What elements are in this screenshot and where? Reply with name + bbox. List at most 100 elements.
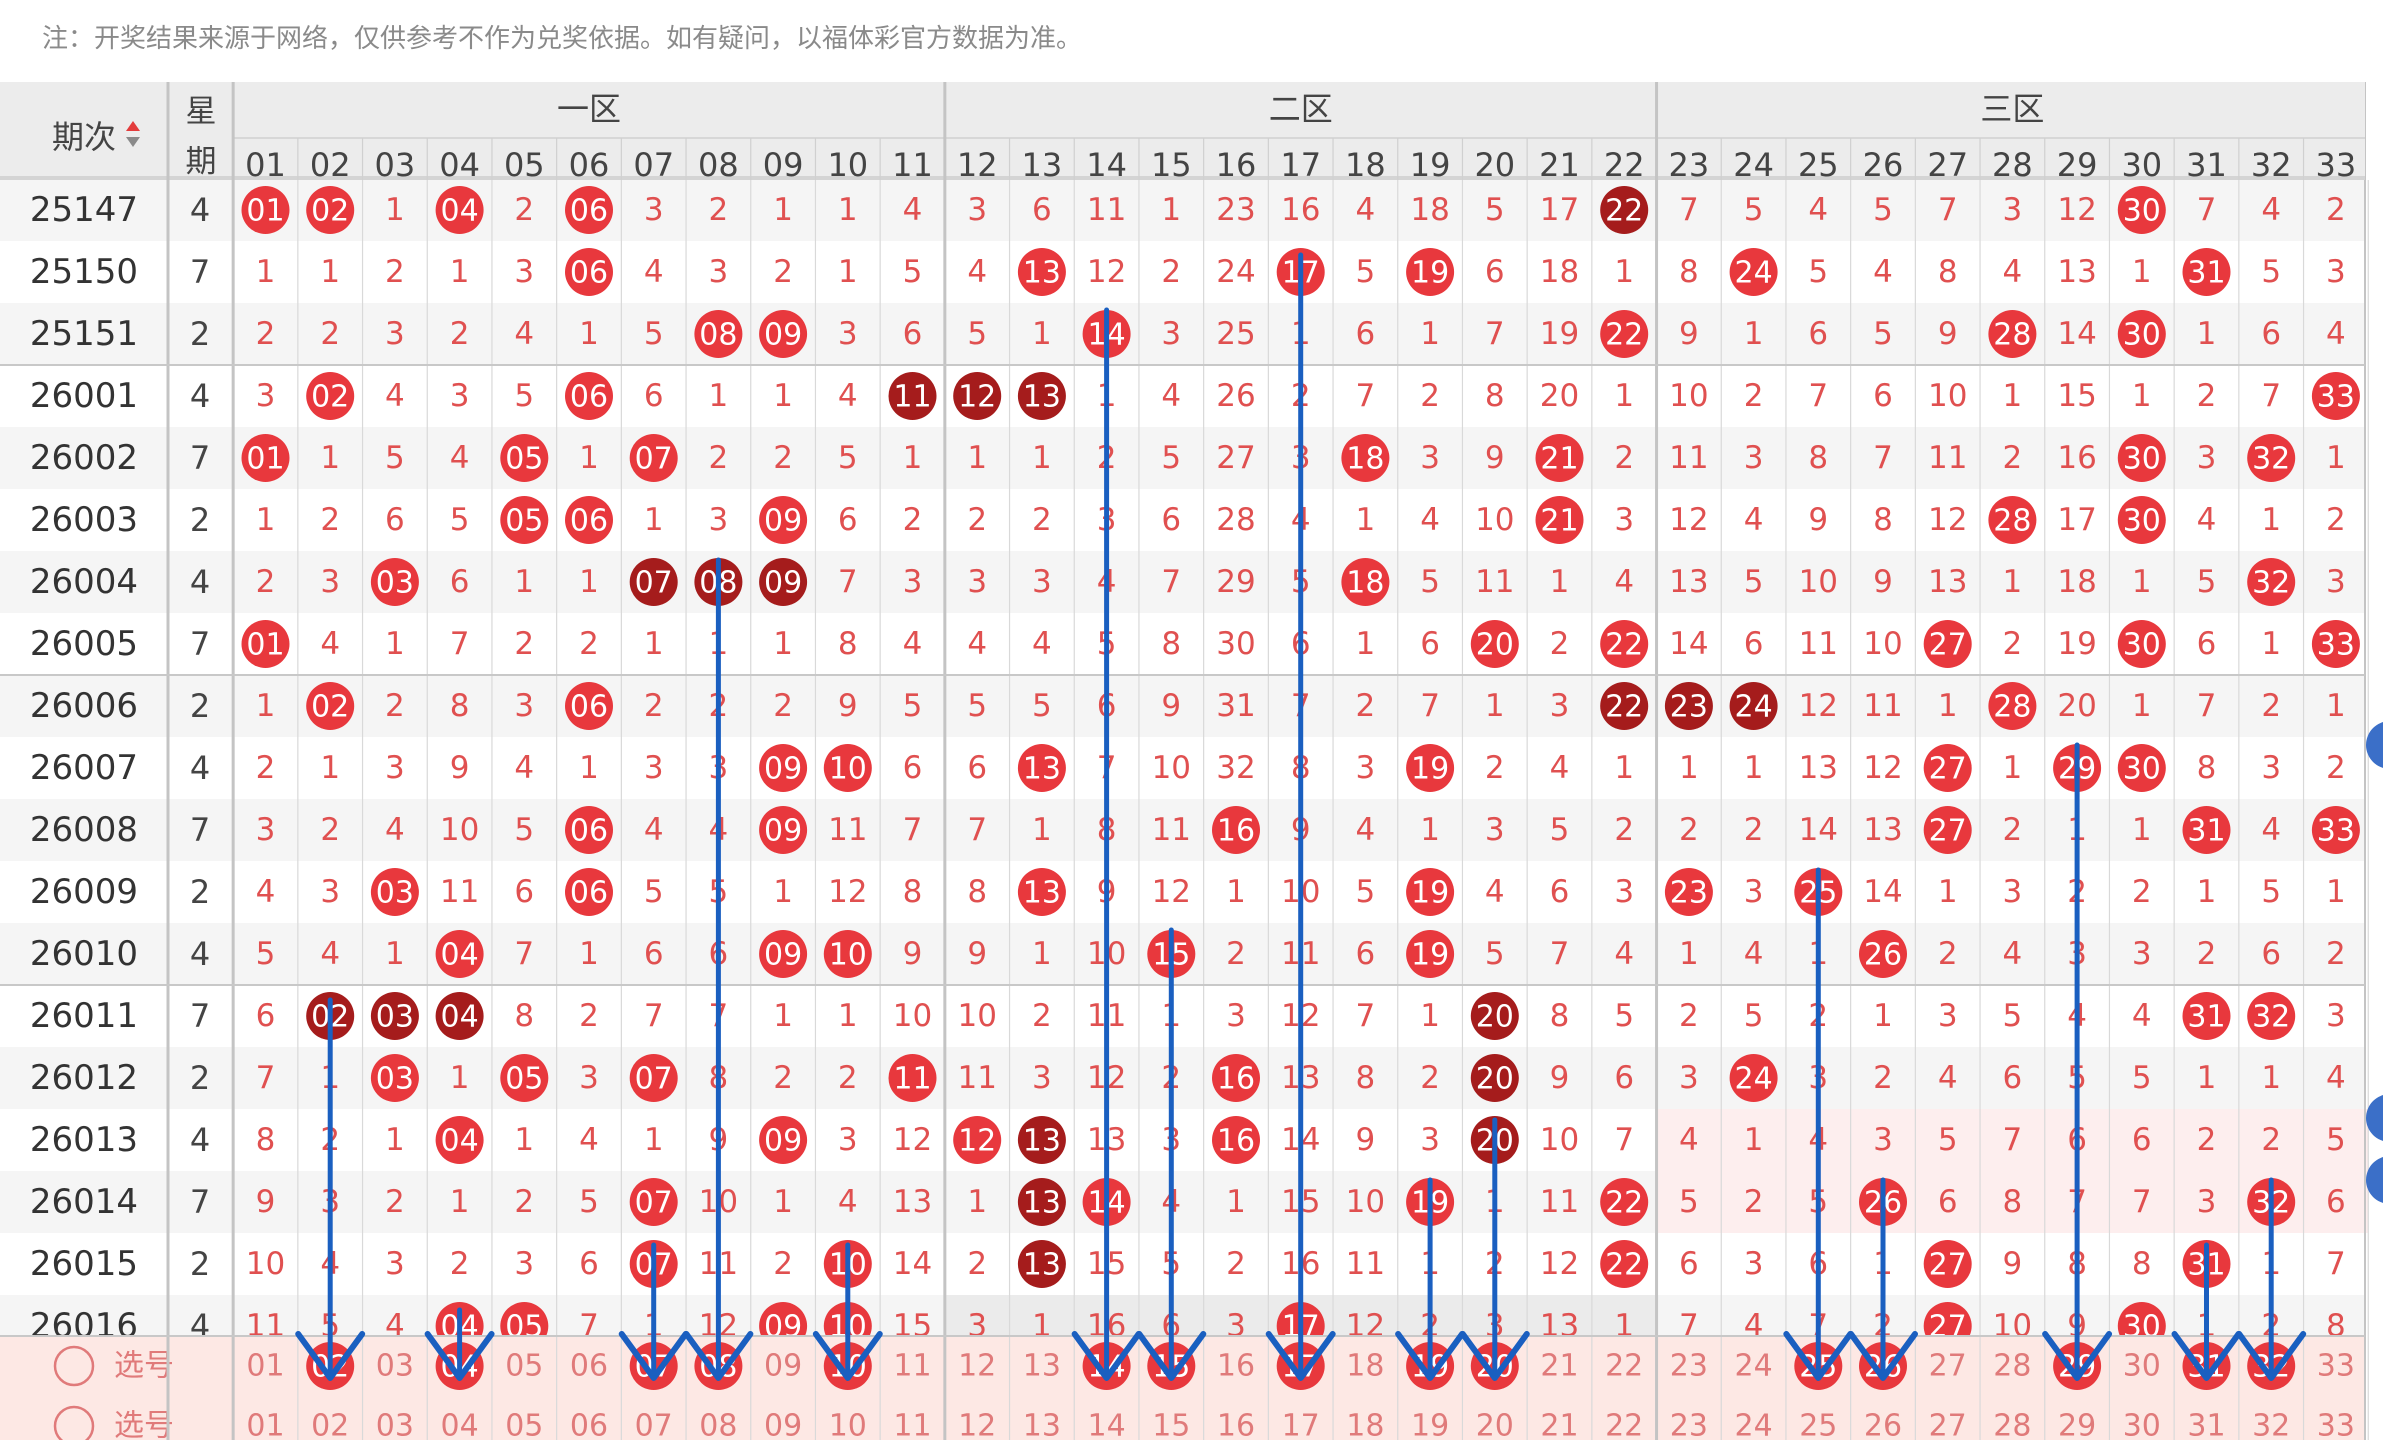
omission-count: 4 [2003,936,2023,972]
sort-up-icon[interactable] [126,121,140,131]
select-number[interactable]: 12 [958,1349,996,1384]
number-column-header: 09 [763,146,804,184]
number-column-header: 11 [892,146,933,184]
select-number[interactable]: 33 [2317,1409,2355,1440]
select-number[interactable]: 13 [1023,1409,1061,1440]
weekday: 7 [190,439,210,477]
omission-count: 2 [256,564,276,600]
omission-count: 14 [1669,626,1708,662]
omission-count: 1 [2003,378,2023,414]
select-number[interactable]: 05 [505,1409,543,1440]
omission-count: 4 [1485,874,1505,910]
select-number[interactable]: 22 [1605,1409,1643,1440]
select-number[interactable]: 08 [699,1409,737,1440]
select-number[interactable]: 28 [1993,1349,2031,1384]
select-number[interactable]: 28 [1993,1409,2031,1440]
omission-count: 3 [385,316,405,352]
sort-icon[interactable] [126,121,140,147]
omission-count: 4 [450,440,470,476]
number-column-header: 10 [827,146,868,184]
select-number[interactable]: 27 [1929,1409,1967,1440]
select-number[interactable]: 11 [893,1409,931,1440]
omission-count: 2 [967,502,987,538]
select-number[interactable]: 23 [1670,1349,1708,1384]
select-number[interactable]: 19 [1411,1409,1449,1440]
select-number[interactable]: 33 [2317,1349,2355,1384]
omission-count: 1 [514,1122,534,1158]
omission-count: 2 [1226,936,1246,972]
select-number[interactable]: 12 [958,1409,996,1440]
select-number[interactable]: 17 [1282,1409,1320,1440]
select-number[interactable]: 09 [764,1409,802,1440]
omission-count: 9 [1485,440,1505,476]
select-number[interactable]: 03 [376,1349,414,1384]
select-number[interactable]: 06 [570,1349,608,1384]
select-number[interactable]: 31 [2187,1409,2225,1440]
select-number[interactable]: 13 [1023,1349,1061,1384]
select-number[interactable]: 26 [1864,1409,1902,1440]
number-ball [629,1178,678,1226]
select-number[interactable]: 32 [2252,1409,2290,1440]
offscreen-marker [2366,1157,2383,1203]
number-column-header: 24 [1733,146,1774,184]
select-number[interactable]: 29 [2058,1409,2096,1440]
omission-count: 4 [385,812,405,848]
select-radio[interactable] [53,1345,95,1387]
omission-count: 12 [1087,254,1126,290]
omission-count: 2 [1032,998,1052,1034]
select-number[interactable]: 24 [1735,1349,1773,1384]
ball-number: 23 [1670,876,1708,911]
select-number[interactable]: 10 [829,1409,867,1440]
select-number[interactable]: 07 [635,1409,673,1440]
select-number[interactable]: 21 [1540,1409,1578,1440]
select-number[interactable]: 16 [1217,1349,1255,1384]
select-number[interactable]: 30 [2123,1349,2161,1384]
select-number[interactable]: 05 [505,1349,543,1384]
number-ball [2117,186,2166,234]
select-number[interactable]: 22 [1605,1349,1643,1384]
select-number[interactable]: 18 [1346,1349,1384,1384]
omission-count: 3 [1420,440,1440,476]
select-number[interactable]: 04 [441,1409,479,1440]
omission-count: 6 [579,1246,599,1282]
select-number[interactable]: 25 [1799,1409,1837,1440]
select-number[interactable]: 01 [246,1409,284,1440]
select-number[interactable]: 09 [764,1349,802,1384]
omission-count: 17 [2057,502,2096,538]
select-number[interactable]: 23 [1670,1409,1708,1440]
number-column-header: 04 [439,146,480,184]
select-number[interactable]: 14 [1088,1409,1126,1440]
select-number[interactable]: 21 [1540,1349,1578,1384]
omission-count: 3 [514,688,534,724]
select-number[interactable]: 16 [1217,1409,1255,1440]
omission-count: 3 [1744,440,1764,476]
select-number[interactable]: 20 [1476,1409,1514,1440]
ball-number: 10 [829,938,867,973]
select-number[interactable]: 15 [1152,1409,1190,1440]
select-number[interactable]: 03 [376,1409,414,1440]
select-number[interactable]: 01 [246,1349,284,1384]
omission-count: 24 [1216,254,1255,290]
select-number[interactable]: 02 [311,1409,349,1440]
select-number[interactable]: 30 [2123,1409,2161,1440]
number-ball [370,868,419,916]
select-number[interactable]: 18 [1346,1409,1384,1440]
omission-count: 3 [2132,936,2152,972]
number-column-header: 29 [2057,146,2098,184]
select-row[interactable]: 选号 01 02 03 04 05 06 07 08 09 10 11 12 13 14 15 16 17 18 19… [0,1396,2365,1440]
ball-number: 05 [505,1062,543,1097]
omission-count: 5 [644,316,664,352]
omission-count: 2 [1679,998,1699,1034]
select-number[interactable]: 06 [570,1409,608,1440]
omission-count: 1 [1032,440,1052,476]
select-number[interactable]: 24 [1735,1409,1773,1440]
omission-count: 8 [256,1122,276,1158]
arrow-head [1783,1331,1854,1381]
omission-count: 3 [709,502,729,538]
issue-number: 25150 [30,252,138,292]
select-radio[interactable] [53,1405,95,1440]
select-number[interactable]: 27 [1929,1349,1967,1384]
row-background [0,489,2365,551]
select-number[interactable]: 11 [893,1349,931,1384]
sort-down-icon[interactable] [126,137,140,147]
